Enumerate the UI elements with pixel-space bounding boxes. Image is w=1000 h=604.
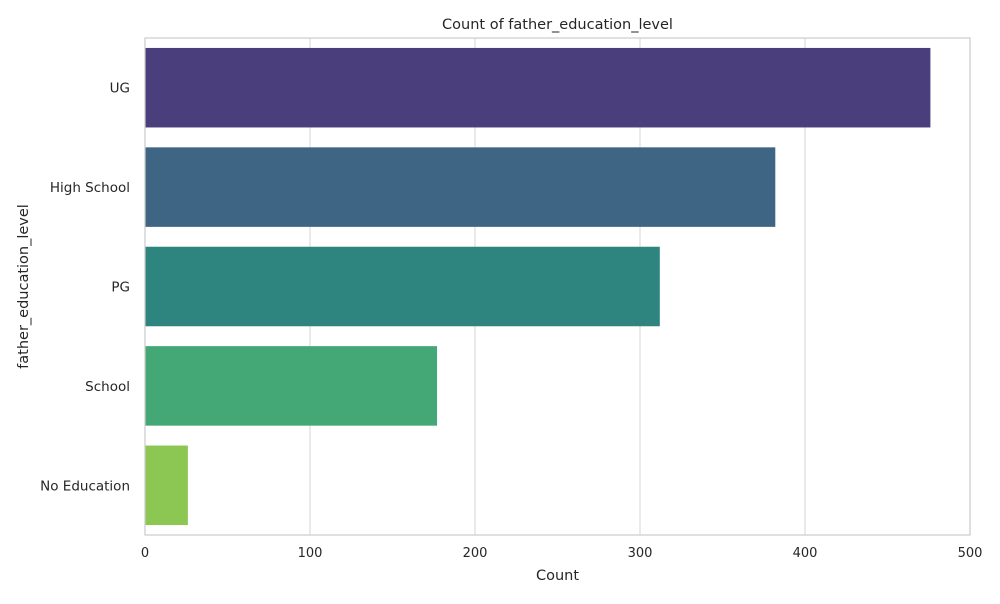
y-tick-label: School [85,379,130,395]
y-tick-label: No Education [40,478,130,494]
y-tick-label: UG [110,81,130,97]
x-tick-label: 500 [958,546,983,561]
x-tick-label: 100 [298,546,323,561]
chart-title: Count of father_education_level [442,17,673,33]
bar-high-school [145,147,776,227]
y-tick-label: High School [50,180,130,196]
bar-school [145,346,438,426]
x-tick-labels: 0 100 200 300 400 500 [141,546,983,561]
bar-ug [145,47,931,128]
bar-no-education [145,445,188,526]
y-tick-labels: UG High School PG School No Education [40,81,130,495]
y-axis-label: father_education_level [16,204,32,369]
x-tick-label: 300 [628,546,653,561]
bar-pg [145,246,660,327]
x-tick-label: 400 [793,546,818,561]
bars [145,47,931,526]
x-tick-label: 0 [141,546,149,561]
x-tick-label: 200 [463,546,488,561]
plot-frame [144,37,971,536]
y-tick-label: PG [111,280,130,296]
x-axis-label: Count [536,568,579,584]
